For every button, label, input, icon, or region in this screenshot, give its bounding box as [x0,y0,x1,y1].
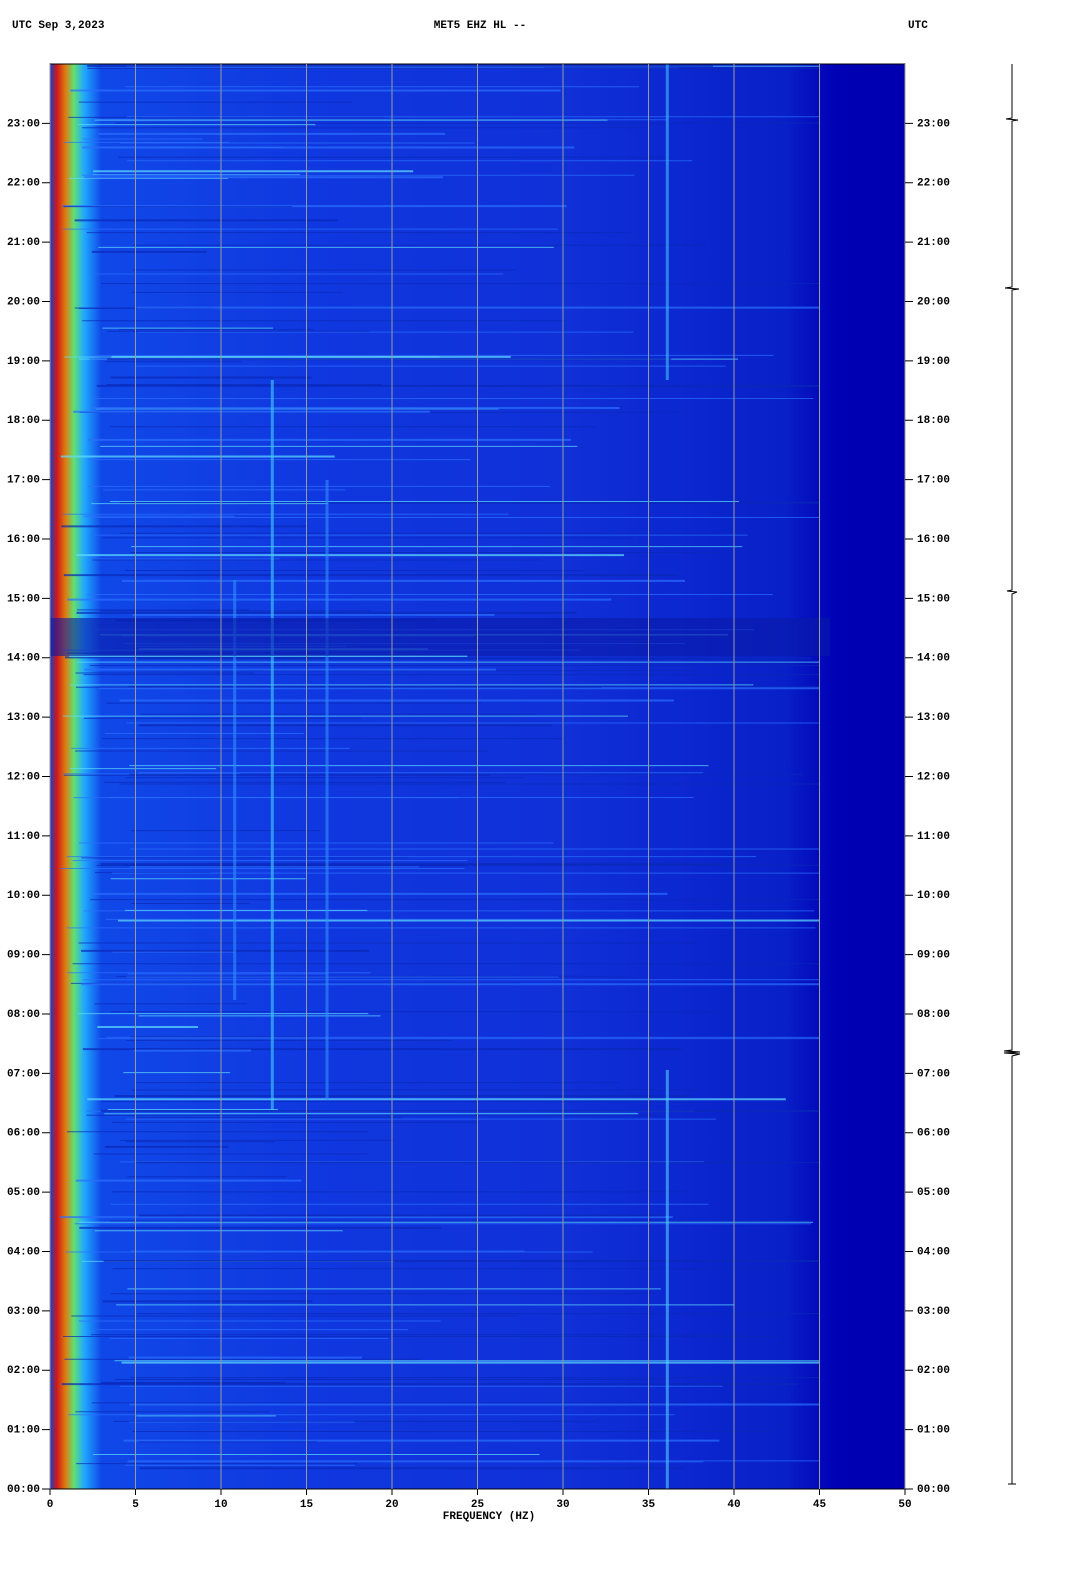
y-tick-label-right: 00:00 [917,1484,950,1496]
y-tick-label-left: 00:00 [7,1484,40,1496]
x-tick-label: 30 [556,1499,569,1511]
chart-title: MET5 EHZ HL -- [434,20,526,32]
y-tick-label-right: 23:00 [917,118,950,130]
x-axis-label: FREQUENCY (HZ) [443,1511,535,1523]
y-tick-label-right: 05:00 [917,1187,950,1199]
y-tick-label-left: 02:00 [7,1365,40,1377]
y-tick-label-right: 08:00 [917,1009,950,1021]
y-tick-label-right: 11:00 [917,831,950,843]
y-tick-label-left: 19:00 [7,356,40,368]
y-tick-label-right: 18:00 [917,415,950,427]
y-tick-label-right: 15:00 [917,593,950,605]
y-tick-label-left: 13:00 [7,712,40,724]
y-tick-label-right: 17:00 [917,475,950,487]
y-tick-label-left: 04:00 [7,1246,40,1258]
y-tick-label-right: 16:00 [917,534,950,546]
y-tick-label-left: 03:00 [7,1306,40,1318]
y-tick-label-left: 23:00 [7,118,40,130]
y-tick-label-left: 01:00 [7,1425,40,1437]
date-label: UTC Sep 3,2023 [12,20,105,32]
x-tick-label: 40 [727,1499,740,1511]
y-tick-label-right: 12:00 [917,771,950,783]
y-tick-label-left: 07:00 [7,1068,40,1080]
y-tick-label-left: 08:00 [7,1009,40,1021]
y-tick-label-left: 10:00 [7,890,40,902]
data-gap [50,618,830,656]
y-tick-label-left: 15:00 [7,593,40,605]
seismogram-trace [1003,64,1021,1484]
x-tick-label: 15 [300,1499,314,1511]
y-tick-label-left: 20:00 [7,296,40,308]
y-tick-label-left: 05:00 [7,1187,40,1199]
y-tick-label-right: 19:00 [917,356,950,368]
x-tick-label: 0 [47,1499,54,1511]
y-tick-label-right: 01:00 [917,1425,950,1437]
y-tick-label-right: 06:00 [917,1128,950,1140]
y-tick-label-left: 09:00 [7,950,40,962]
x-tick-label: 10 [214,1499,227,1511]
y-tick-label-right: 14:00 [917,653,950,665]
y-tick-label-left: 18:00 [7,415,40,427]
y-tick-label-right: 20:00 [917,296,950,308]
x-tick-label: 5 [132,1499,139,1511]
y-tick-label-left: 16:00 [7,534,40,546]
x-tick-label: 20 [385,1499,398,1511]
y-tick-label-left: 22:00 [7,178,40,190]
y-tick-label-right: 09:00 [917,950,950,962]
streaks [50,63,830,1489]
y-tick-label-right: 02:00 [917,1365,950,1377]
y-tick-label-right: 13:00 [917,712,950,724]
y-tick-label-left: 06:00 [7,1128,40,1140]
y-tick-label-left: 17:00 [7,475,40,487]
y-tick-label-right: 04:00 [917,1246,950,1258]
y-tick-label-right: 07:00 [917,1068,950,1080]
x-tick-label: 45 [813,1499,827,1511]
utc-label: UTC [908,20,928,32]
y-tick-label-right: 22:00 [917,178,950,190]
y-tick-label-right: 10:00 [917,890,950,902]
y-tick-label-left: 12:00 [7,771,40,783]
x-tick-label: 50 [898,1499,911,1511]
y-tick-label-left: 11:00 [7,831,40,843]
x-tick-label: 35 [642,1499,656,1511]
x-tick-label: 25 [471,1499,485,1511]
y-tick-label-left: 14:00 [7,653,40,665]
y-tick-label-right: 03:00 [917,1306,950,1318]
y-tick-label-left: 21:00 [7,237,40,249]
y-tick-label-right: 21:00 [917,237,950,249]
